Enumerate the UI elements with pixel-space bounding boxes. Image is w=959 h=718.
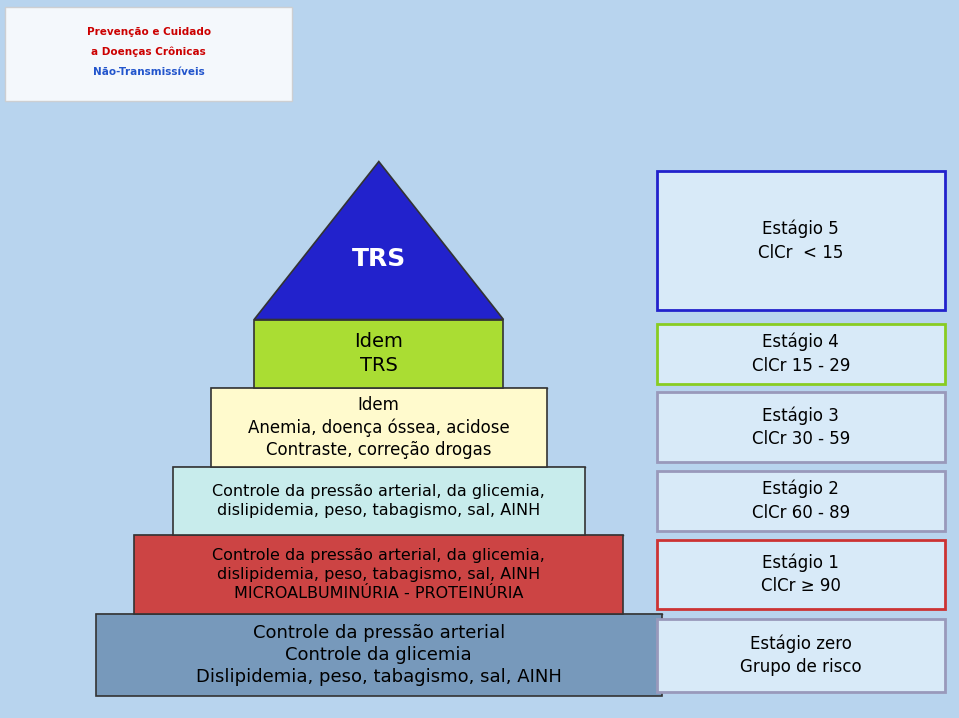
Text: a Doenças Crônicas: a Doenças Crônicas [91,47,206,57]
Text: Controle da pressão arterial, da glicemia,
dislipidemia, peso, tabagismo, sal, A: Controle da pressão arterial, da glicemi… [212,549,546,600]
Text: TRS: TRS [352,248,406,271]
Bar [657,540,945,609]
Text: Prevenção e Cuidado: Prevenção e Cuidado [86,27,211,37]
Text: Idem
TRS: Idem TRS [355,332,403,375]
Text: Estágio 2
ClCr 60 - 89: Estágio 2 ClCr 60 - 89 [752,480,850,522]
Text: Não-Transmissíveis: Não-Transmissíveis [93,67,204,77]
Bar [254,320,503,388]
Bar [96,614,662,696]
Bar [657,393,945,462]
Text: Idem
Anemia, doença óssea, acidose
Contraste, correção drogas: Idem Anemia, doença óssea, acidose Contr… [248,396,509,459]
Text: Controle da pressão arterial, da glicemia,
dislipidemia, peso, tabagismo, sal, A: Controle da pressão arterial, da glicemi… [212,484,546,518]
Bar [657,471,945,531]
Bar [134,535,623,614]
Bar [657,171,945,310]
Text: Controle da pressão arterial
Controle da glicemia
Dislipidemia, peso, tabagismo,: Controle da pressão arterial Controle da… [196,624,562,686]
Text: Estágio 4
ClCr 15 - 29: Estágio 4 ClCr 15 - 29 [752,332,850,375]
Bar [173,467,585,535]
Bar [657,324,945,383]
Bar [657,619,945,691]
Bar [5,7,292,101]
Text: Estágio 1
ClCr ≥ 90: Estágio 1 ClCr ≥ 90 [760,554,841,595]
Polygon shape [254,162,503,320]
Text: Estágio zero
Grupo de risco: Estágio zero Grupo de risco [740,634,861,676]
Text: Estágio 5
ClCr  < 15: Estágio 5 ClCr < 15 [758,220,844,261]
Text: Estágio 3
ClCr 30 - 59: Estágio 3 ClCr 30 - 59 [752,406,850,448]
Bar [211,388,547,467]
